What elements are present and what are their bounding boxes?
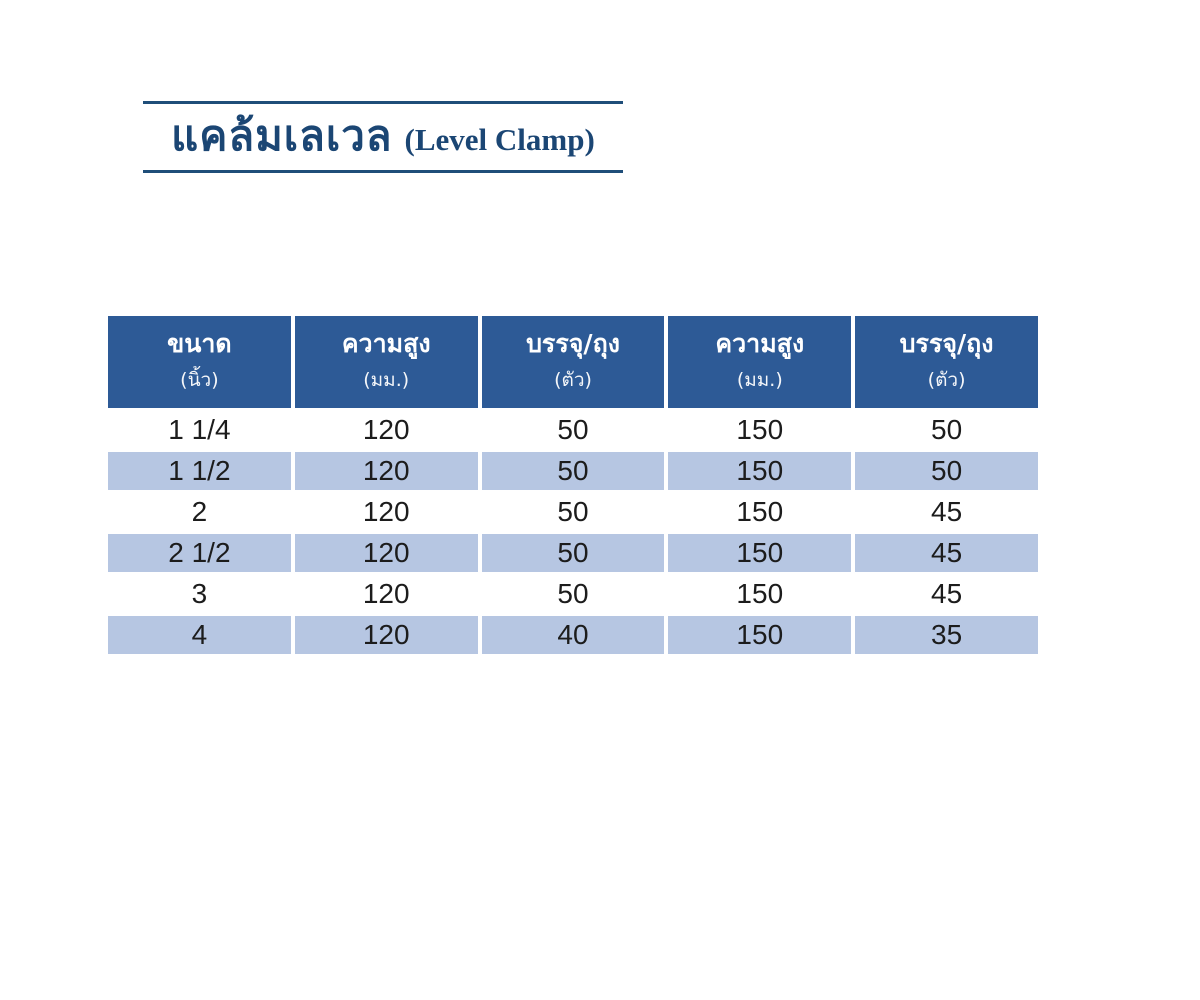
- table-row: 1 1/4 120 50 150 50: [108, 411, 1038, 449]
- cell-pack: 50: [855, 411, 1038, 449]
- cell-size: 4: [108, 616, 291, 654]
- table-row: 4 120 40 150 35: [108, 616, 1038, 654]
- cell-pack: 40: [481, 616, 665, 654]
- cell-size: 3: [108, 575, 291, 613]
- cell-pack: 45: [855, 493, 1038, 531]
- cell-height: 150: [668, 493, 852, 531]
- column-header-unit: (มม.): [363, 369, 410, 391]
- cell-height: 150: [668, 575, 852, 613]
- cell-size: 1 1/4: [108, 411, 291, 449]
- cell-height: 120: [294, 493, 478, 531]
- column-header-unit: (นิ้ว): [180, 369, 219, 391]
- table-body: 1 1/4 120 50 150 50 1 1/2 120 50 150 50 …: [108, 411, 1038, 654]
- page-title-thai: แคล้มเลเวล: [171, 111, 393, 160]
- column-header-unit: (มม.): [736, 369, 783, 391]
- column-header-pack-1: บรรจุ/ถุง (ตัว): [481, 316, 665, 408]
- table-header: ขนาด (นิ้ว) ความสูง (มม.) บรรจุ/ถุง (ตัว…: [108, 316, 1038, 408]
- page-title: แคล้มเลเวล (Level Clamp): [143, 111, 623, 160]
- cell-size: 2 1/2: [108, 534, 291, 572]
- cell-height: 120: [294, 616, 478, 654]
- level-clamp-spec-table: ขนาด (นิ้ว) ความสูง (มม.) บรรจุ/ถุง (ตัว…: [104, 313, 1042, 657]
- cell-height: 120: [294, 411, 478, 449]
- cell-height: 150: [668, 534, 852, 572]
- cell-height: 150: [668, 616, 852, 654]
- cell-pack: 50: [481, 534, 665, 572]
- cell-pack: 50: [481, 575, 665, 613]
- column-header-unit: (ตัว): [554, 369, 592, 391]
- cell-height: 120: [294, 534, 478, 572]
- table-row: 2 120 50 150 45: [108, 493, 1038, 531]
- column-header-label: ความสูง: [715, 329, 805, 358]
- column-header-label: บรรจุ/ถุง: [899, 329, 994, 358]
- column-header-height-1: ความสูง (มม.): [294, 316, 478, 408]
- cell-height: 150: [668, 452, 852, 490]
- column-header-size: ขนาด (นิ้ว): [108, 316, 291, 408]
- cell-height: 150: [668, 411, 852, 449]
- cell-pack: 50: [481, 452, 665, 490]
- column-header-label: บรรจุ/ถุง: [526, 329, 620, 358]
- cell-pack: 35: [855, 616, 1038, 654]
- cell-pack: 45: [855, 575, 1038, 613]
- cell-size: 2: [108, 493, 291, 531]
- page-title-english: (Level Clamp): [404, 122, 595, 157]
- page-title-block: แคล้มเลเวล (Level Clamp): [143, 101, 623, 174]
- cell-pack: 45: [855, 534, 1038, 572]
- table-row: 3 120 50 150 45: [108, 575, 1038, 613]
- column-header-label: ความสูง: [341, 329, 431, 358]
- column-header-label: ขนาด: [167, 329, 232, 358]
- table-row: 2 1/2 120 50 150 45: [108, 534, 1038, 572]
- table-row: 1 1/2 120 50 150 50: [108, 452, 1038, 490]
- cell-size: 1 1/2: [108, 452, 291, 490]
- cell-pack: 50: [481, 493, 665, 531]
- column-header-unit: (ตัว): [927, 369, 966, 391]
- cell-height: 120: [294, 452, 478, 490]
- cell-height: 120: [294, 575, 478, 613]
- column-header-pack-2: บรรจุ/ถุง (ตัว): [855, 316, 1038, 408]
- column-header-height-2: ความสูง (มม.): [668, 316, 852, 408]
- cell-pack: 50: [481, 411, 665, 449]
- table-header-row: ขนาด (นิ้ว) ความสูง (มม.) บรรจุ/ถุง (ตัว…: [108, 316, 1038, 408]
- cell-pack: 50: [855, 452, 1038, 490]
